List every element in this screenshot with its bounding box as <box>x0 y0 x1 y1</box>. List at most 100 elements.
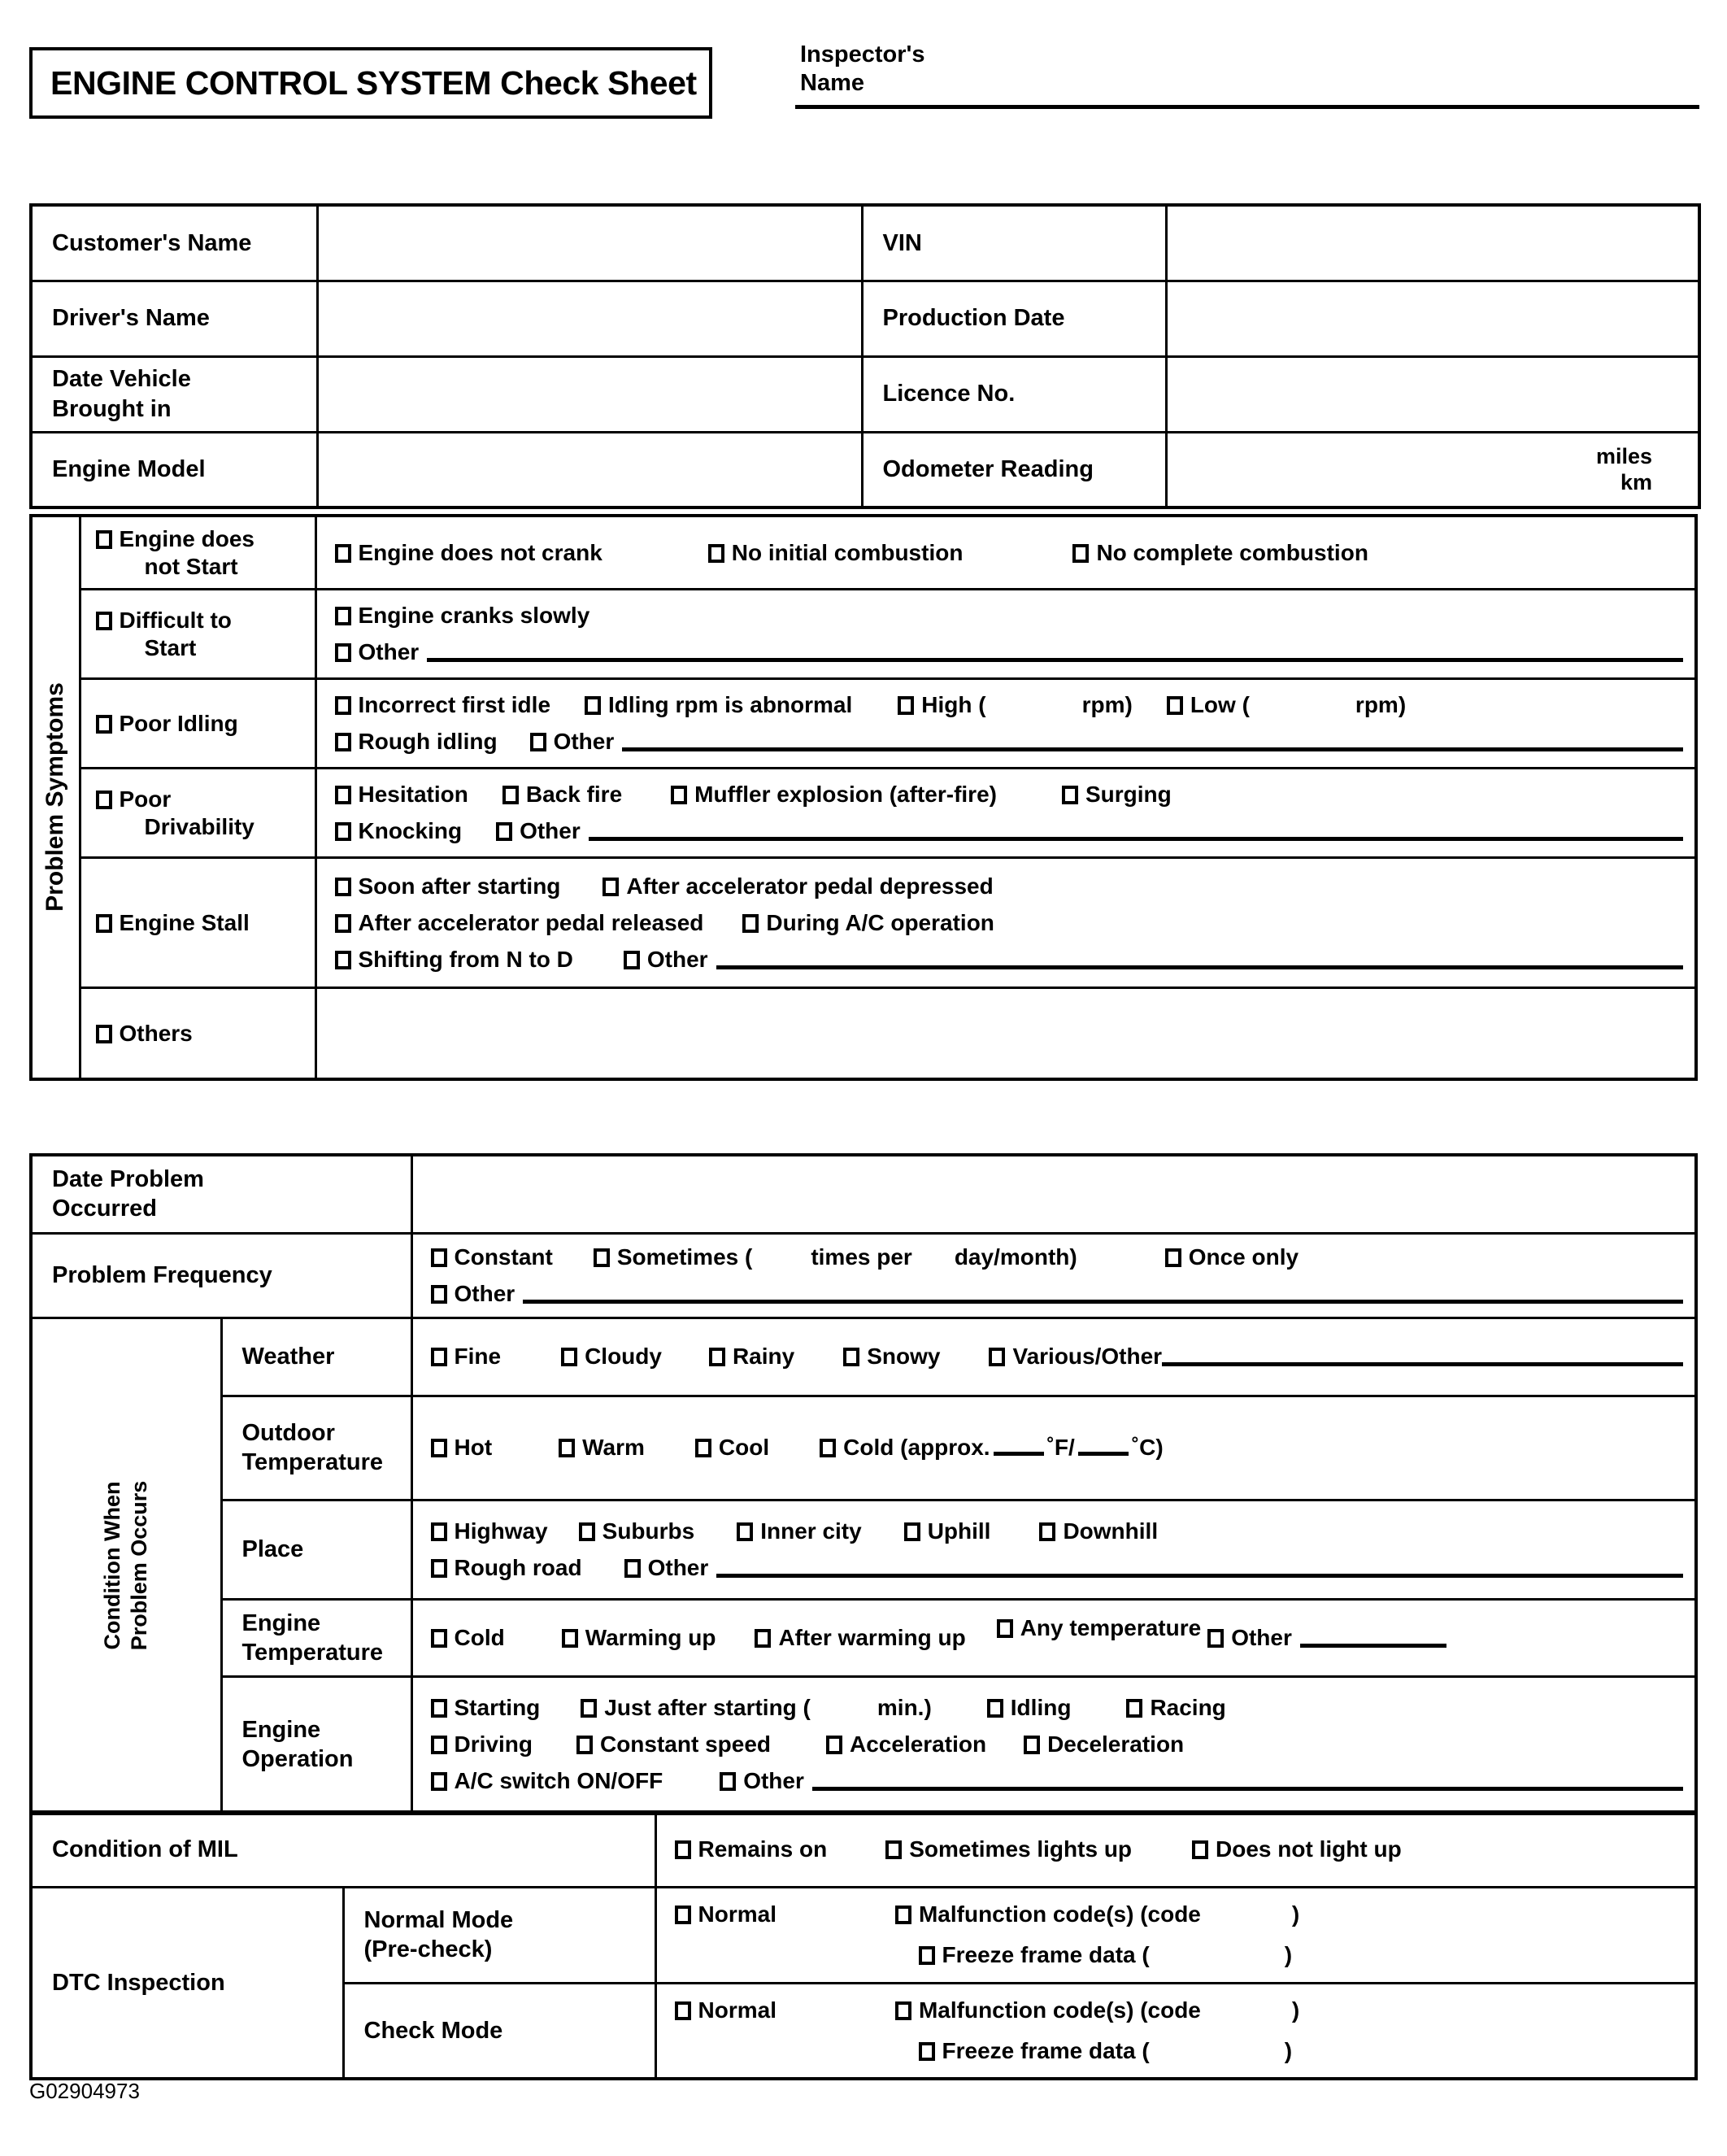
checkbox-place-suburbs[interactable] <box>578 1522 595 1541</box>
input-vin[interactable] <box>1164 203 1701 282</box>
checkbox-idling-rpm-abnormal[interactable] <box>585 696 602 716</box>
checkbox-place-downhill[interactable] <box>1039 1522 1056 1541</box>
option-poor-drivability-other[interactable]: Other <box>496 818 581 844</box>
option-weather-cloudy[interactable]: Cloudy <box>561 1344 662 1370</box>
option-place-highway[interactable]: Highway <box>430 1518 548 1544</box>
checkbox-difficult-start-other[interactable] <box>334 643 351 663</box>
checkbox-eng-temp-other[interactable] <box>1207 1628 1225 1648</box>
option-op-idling[interactable]: Idling <box>986 1695 1071 1721</box>
checkbox-place-rough-road[interactable] <box>430 1558 447 1578</box>
option-engine-cranks-slowly[interactable]: Engine cranks slowly <box>334 603 589 629</box>
checkbox-normal-mode-malfunction[interactable] <box>894 1906 911 1924</box>
option-place-suburbs[interactable]: Suburbs <box>578 1518 694 1544</box>
input-weather-other[interactable] <box>1162 1362 1683 1366</box>
checkbox-once-only[interactable] <box>1164 1248 1181 1267</box>
option-eng-temp-other[interactable]: Other <box>1207 1625 1292 1651</box>
option-back-fire[interactable]: Back fire <box>502 782 622 808</box>
option-engine-does-not-crank[interactable]: Engine does not crank <box>334 540 602 566</box>
option-normal-mode-normal[interactable]: Normal <box>674 1901 776 1927</box>
option-eng-temp-cold[interactable]: Cold <box>430 1625 505 1651</box>
option-op-constant-speed[interactable]: Constant speed <box>576 1731 771 1757</box>
option-frequency-other[interactable]: Other <box>430 1281 515 1307</box>
checkbox-weather-cloudy[interactable] <box>561 1348 578 1366</box>
checkbox-eng-temp-after-warming-up[interactable] <box>755 1628 772 1648</box>
checkbox-weather-rainy[interactable] <box>708 1348 725 1366</box>
option-eng-temp-any[interactable]: Any temperature <box>996 1615 1201 1641</box>
option-place-rough-road[interactable]: Rough road <box>430 1555 582 1581</box>
checkbox-mil-does-not-light-up[interactable] <box>1192 1840 1209 1860</box>
checkbox-temp-warm[interactable] <box>559 1439 576 1457</box>
option-once-only[interactable]: Once only <box>1164 1244 1299 1270</box>
checkbox-check-mode-malfunction[interactable] <box>894 2001 911 2020</box>
checkbox-poor-idling[interactable] <box>95 714 112 734</box>
checkbox-poor-drivability[interactable] <box>95 791 112 810</box>
checkbox-eng-temp-warming-up[interactable] <box>561 1628 578 1648</box>
checkbox-rough-idling[interactable] <box>334 733 351 752</box>
checkbox-during-ac-operation[interactable] <box>742 913 759 933</box>
option-eng-temp-after-warming-up[interactable]: After warming up <box>755 1625 966 1651</box>
option-temp-cold[interactable]: Cold (approx. <box>820 1435 990 1461</box>
option-shifting-n-to-d[interactable]: Shifting from N to D <box>334 947 573 973</box>
option-op-acceleration[interactable]: Acceleration <box>826 1731 986 1757</box>
option-mil-does-not-light-up[interactable]: Does not light up <box>1192 1836 1402 1862</box>
checkbox-op-acceleration[interactable] <box>826 1736 842 1755</box>
input-symptom-others[interactable] <box>314 987 1698 1081</box>
option-normal-mode-malfunction[interactable]: Malfunction code(s) (code <box>894 1901 1201 1927</box>
option-hesitation[interactable]: Hesitation <box>334 782 468 808</box>
option-after-pedal-released[interactable]: After accelerator pedal released <box>334 910 703 936</box>
inspector-name-field[interactable]: Inspector's Name <box>795 41 1699 109</box>
option-op-racing[interactable]: Racing <box>1126 1695 1226 1721</box>
option-op-just-after-starting[interactable]: Just after starting ( <box>581 1695 811 1721</box>
checkbox-poor-drivability-other[interactable] <box>496 822 513 842</box>
checkbox-op-idling[interactable] <box>986 1699 1003 1718</box>
symptom-key-engine-stall[interactable]: Engine Stall <box>78 856 317 990</box>
option-weather-rainy[interactable]: Rainy <box>708 1344 794 1370</box>
checkbox-engine-does-not-crank[interactable] <box>334 543 351 563</box>
option-temp-hot[interactable]: Hot <box>430 1435 492 1461</box>
checkbox-eng-temp-any[interactable] <box>996 1618 1013 1638</box>
checkbox-temp-hot[interactable] <box>430 1439 447 1457</box>
option-after-pedal-depressed[interactable]: After accelerator pedal depressed <box>602 873 994 899</box>
option-difficult-start-other[interactable]: Other <box>334 639 419 665</box>
checkbox-op-driving[interactable] <box>430 1736 447 1755</box>
checkbox-surging[interactable] <box>1061 786 1078 805</box>
option-poor-idling-other[interactable]: Other <box>529 729 614 755</box>
option-during-ac-operation[interactable]: During A/C operation <box>742 910 994 936</box>
input-op-other[interactable] <box>811 1787 1683 1792</box>
checkbox-mil-remains-on[interactable] <box>674 1840 691 1860</box>
checkbox-check-mode-normal[interactable] <box>674 2001 691 2020</box>
option-weather-fine[interactable]: Fine <box>430 1344 501 1370</box>
checkbox-normal-mode-normal[interactable] <box>674 1906 691 1924</box>
input-driver-name[interactable] <box>315 279 864 358</box>
checkbox-after-pedal-depressed[interactable] <box>602 877 620 896</box>
input-difficult-start-other[interactable] <box>427 658 1683 663</box>
option-op-deceleration[interactable]: Deceleration <box>1024 1731 1184 1757</box>
checkbox-check-mode-freeze-frame[interactable] <box>918 2041 935 2061</box>
checkbox-engine-cranks-slowly[interactable] <box>334 607 351 626</box>
input-engine-model[interactable] <box>315 430 864 509</box>
checkbox-op-deceleration[interactable] <box>1024 1736 1041 1755</box>
option-op-other[interactable]: Other <box>720 1768 804 1794</box>
symptom-key-engine-does-not-start[interactable]: Engine does not Start <box>78 514 317 591</box>
symptom-key-poor-drivability[interactable]: Poor Drivability <box>78 767 317 860</box>
checkbox-op-starting[interactable] <box>430 1699 447 1718</box>
option-place-inner-city[interactable]: Inner city <box>737 1518 862 1544</box>
checkbox-mil-sometimes-lights-up[interactable] <box>885 1840 903 1860</box>
checkbox-after-pedal-released[interactable] <box>334 913 351 933</box>
checkbox-op-ac-switch[interactable] <box>430 1772 447 1792</box>
option-op-ac-switch[interactable]: A/C switch ON/OFF <box>430 1768 663 1794</box>
option-knocking[interactable]: Knocking <box>334 818 462 844</box>
option-idling-rpm-abnormal[interactable]: Idling rpm is abnormal <box>585 692 852 718</box>
checkbox-weather-fine[interactable] <box>430 1348 447 1366</box>
option-check-mode-freeze-frame[interactable]: Freeze frame data ( <box>918 2038 1150 2064</box>
option-idling-low[interactable]: Low ( <box>1166 692 1250 718</box>
checkbox-idling-low[interactable] <box>1166 696 1183 716</box>
checkbox-no-complete-combustion[interactable] <box>1072 543 1090 563</box>
option-soon-after-starting[interactable]: Soon after starting <box>334 873 560 899</box>
input-licence-no[interactable] <box>1164 355 1701 433</box>
symptom-key-poor-idling[interactable]: Poor Idling <box>78 677 317 770</box>
option-muffler-explosion[interactable]: Muffler explosion (after-fire) <box>671 782 997 808</box>
input-eng-temp-other[interactable] <box>1299 1643 1446 1648</box>
checkbox-place-highway[interactable] <box>430 1522 447 1541</box>
checkbox-op-racing[interactable] <box>1126 1699 1143 1718</box>
